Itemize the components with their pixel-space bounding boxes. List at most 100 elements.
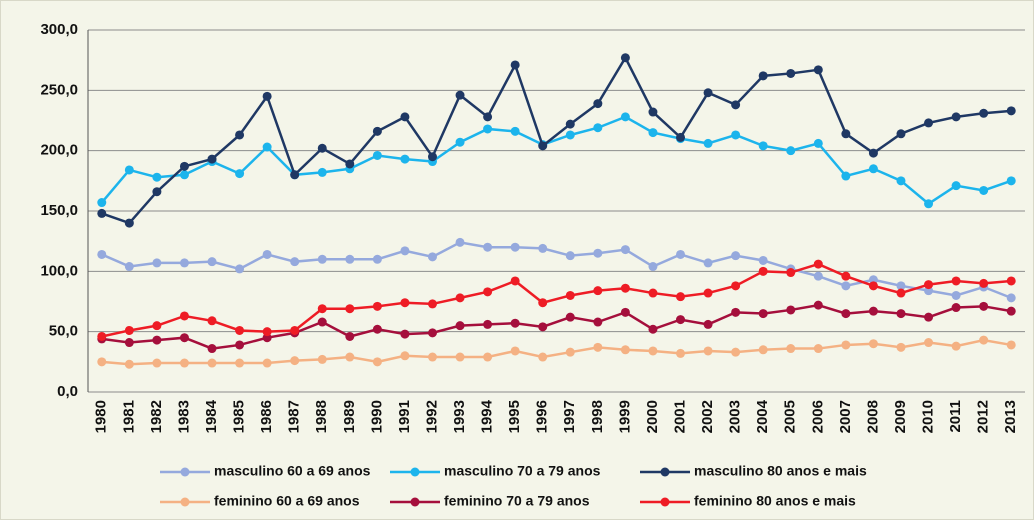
data-point bbox=[648, 346, 658, 356]
y-tick-label: 100,0 bbox=[40, 262, 78, 279]
data-point bbox=[758, 345, 768, 355]
data-point bbox=[262, 327, 272, 337]
data-point bbox=[124, 359, 134, 369]
data-point bbox=[593, 123, 603, 133]
data-point bbox=[97, 198, 107, 208]
x-tick-label: 1992 bbox=[423, 400, 440, 433]
data-point bbox=[731, 130, 741, 140]
data-point bbox=[896, 342, 906, 352]
data-point bbox=[207, 316, 217, 326]
data-point bbox=[703, 288, 713, 298]
data-point bbox=[758, 141, 768, 151]
data-point bbox=[97, 357, 107, 367]
data-point bbox=[786, 268, 796, 278]
data-point bbox=[510, 346, 520, 356]
data-point bbox=[372, 301, 382, 311]
x-tick-label: 1981 bbox=[120, 400, 137, 433]
data-point bbox=[427, 328, 437, 338]
data-point bbox=[510, 60, 520, 70]
x-tick-label: 2008 bbox=[864, 400, 881, 433]
data-point bbox=[372, 324, 382, 334]
data-point bbox=[813, 65, 823, 75]
data-point bbox=[538, 322, 548, 332]
data-point bbox=[676, 292, 686, 302]
data-point bbox=[565, 119, 575, 129]
data-point bbox=[703, 258, 713, 268]
data-point bbox=[924, 280, 934, 290]
data-point bbox=[510, 126, 520, 136]
data-point bbox=[538, 243, 548, 253]
data-point bbox=[235, 169, 245, 179]
data-point bbox=[317, 254, 327, 264]
data-point bbox=[400, 298, 410, 308]
legend-marker bbox=[180, 497, 190, 507]
x-tick-label: 1985 bbox=[231, 400, 248, 433]
data-point bbox=[179, 358, 189, 368]
x-tick-label: 1991 bbox=[396, 400, 413, 433]
data-point bbox=[703, 319, 713, 329]
data-point bbox=[510, 276, 520, 286]
x-tick-label: 1999 bbox=[616, 400, 633, 433]
data-point bbox=[262, 358, 272, 368]
data-point bbox=[262, 91, 272, 101]
data-point bbox=[317, 167, 327, 177]
data-point bbox=[841, 129, 851, 139]
data-point bbox=[703, 88, 713, 98]
data-point bbox=[152, 187, 162, 197]
data-point bbox=[290, 325, 300, 335]
data-point bbox=[868, 281, 878, 291]
legend-marker bbox=[660, 467, 670, 477]
series-line bbox=[100, 115, 1012, 206]
x-tick-label: 2010 bbox=[920, 400, 937, 433]
data-point bbox=[676, 348, 686, 358]
data-point bbox=[207, 154, 217, 164]
data-point bbox=[979, 335, 989, 345]
data-point bbox=[731, 281, 741, 291]
data-point bbox=[400, 329, 410, 339]
data-point bbox=[345, 159, 355, 169]
data-point bbox=[262, 142, 272, 152]
data-point bbox=[262, 249, 272, 259]
data-point bbox=[455, 90, 465, 100]
data-point bbox=[593, 248, 603, 258]
data-point bbox=[483, 112, 493, 122]
data-point bbox=[317, 354, 327, 364]
data-point bbox=[455, 321, 465, 331]
data-point bbox=[565, 130, 575, 140]
y-tick-label: 200,0 bbox=[40, 142, 78, 159]
y-tick-label: 250,0 bbox=[40, 81, 78, 98]
data-point bbox=[813, 271, 823, 281]
data-point bbox=[179, 170, 189, 180]
data-point bbox=[896, 281, 906, 291]
series-line bbox=[101, 262, 1012, 338]
legend-marker bbox=[660, 497, 670, 507]
y-tick-label: 50,0 bbox=[49, 323, 78, 340]
data-point bbox=[97, 208, 107, 218]
legend-label: feminino 80 anos e mais bbox=[694, 493, 856, 509]
data-point bbox=[868, 164, 878, 174]
y-tick-label: 150,0 bbox=[40, 202, 78, 219]
legend-marker bbox=[410, 497, 420, 507]
x-tick-label: 1990 bbox=[368, 400, 385, 433]
x-tick-label: 2011 bbox=[947, 400, 964, 433]
legend-label: masculino 60 a 69 anos bbox=[214, 463, 371, 479]
data-point bbox=[97, 249, 107, 259]
data-point bbox=[979, 108, 989, 118]
data-point bbox=[951, 181, 961, 191]
data-point bbox=[152, 172, 162, 182]
data-point bbox=[400, 112, 410, 122]
data-point bbox=[1006, 106, 1016, 116]
data-point bbox=[703, 138, 713, 148]
data-point bbox=[152, 321, 162, 331]
data-point bbox=[538, 352, 548, 362]
data-point bbox=[951, 276, 961, 286]
data-point bbox=[372, 254, 382, 264]
legend-label: feminino 70 a 79 anos bbox=[444, 493, 590, 509]
data-point bbox=[648, 128, 658, 138]
data-point bbox=[868, 306, 878, 316]
data-point bbox=[951, 303, 961, 313]
data-point bbox=[786, 146, 796, 156]
data-point bbox=[620, 245, 630, 255]
data-point bbox=[786, 305, 796, 315]
